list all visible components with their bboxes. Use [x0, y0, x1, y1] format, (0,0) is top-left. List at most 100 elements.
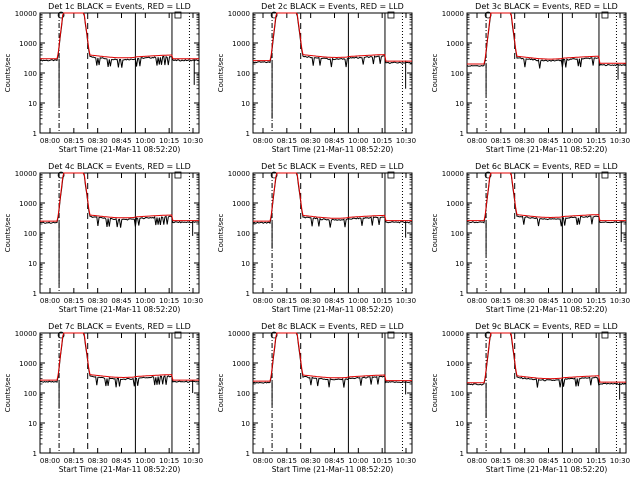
y-tick-label: 10 — [28, 260, 37, 268]
y-tick-label: 1 — [246, 290, 250, 298]
y-tick-label: 1000 — [19, 360, 37, 368]
x-tick-label: 08:00 — [253, 457, 273, 465]
x-tick-label: 08:30 — [515, 457, 535, 465]
x-tick-label: 08:30 — [515, 297, 535, 305]
y-tick-label: 10000 — [442, 10, 464, 18]
x-tick-label: 08:15 — [277, 297, 297, 305]
chart-panel: Det 1c BLACK = Events, RED = LLD Counts/s… — [4, 2, 203, 154]
x-tick-label: 10:15 — [586, 297, 606, 305]
x-tick-label: 10:15 — [159, 457, 179, 465]
marker-square — [601, 171, 609, 179]
x-tick-label: 10:15 — [159, 137, 179, 145]
y-axis-label: Counts/sec — [217, 54, 225, 93]
x-tick-label: 10:15 — [372, 457, 392, 465]
y-axis-label: Counts/sec — [431, 54, 439, 93]
x-tick-label: 10:15 — [372, 297, 392, 305]
chart-panel: Det 5c BLACK = Events, RED = LLD Counts/s… — [217, 162, 416, 314]
x-tick-label: 10:00 — [135, 137, 155, 145]
y-tick-label: 1 — [33, 130, 37, 138]
x-tick-label: 10:00 — [135, 297, 155, 305]
plot-frame — [252, 172, 413, 294]
x-axis-label: Start Time (21-Mar-11 08:52:20) — [486, 305, 608, 314]
y-tick-label: 1000 — [446, 200, 464, 208]
plot-frame — [39, 12, 200, 134]
x-tick-label: 10:15 — [586, 137, 606, 145]
y-tick-label: 10 — [455, 100, 464, 108]
x-tick-label: 08:30 — [301, 297, 321, 305]
x-tick-label: 08:15 — [64, 137, 84, 145]
y-tick-label: 10 — [28, 420, 37, 428]
series-line-events — [39, 12, 200, 68]
x-tick-label: 08:00 — [467, 457, 487, 465]
series-line-lld — [40, 172, 199, 222]
x-axis-label: Start Time (21-Mar-11 08:52:20) — [59, 465, 181, 474]
x-tick-label: 08:00 — [40, 297, 60, 305]
chart-title: Det 9c BLACK = Events, RED = LLD — [475, 322, 618, 331]
y-tick-label: 100 — [451, 70, 464, 78]
x-axis-label: Start Time (21-Mar-11 08:52:20) — [59, 145, 181, 154]
series-line-lld — [253, 172, 412, 222]
plot-frame — [252, 332, 413, 454]
marker-square — [387, 171, 395, 179]
y-tick-label: 10000 — [442, 330, 464, 338]
plot-frame — [252, 12, 413, 134]
y-tick-label: 1000 — [446, 40, 464, 48]
x-tick-label: 08:45 — [111, 457, 131, 465]
y-axis-label: Counts/sec — [217, 374, 225, 413]
x-tick-label: 08:45 — [538, 297, 558, 305]
plot-frame — [39, 172, 200, 294]
y-tick-label: 10000 — [442, 170, 464, 178]
y-tick-label: 10 — [241, 100, 250, 108]
series-line-lld — [253, 332, 412, 382]
chart-title: Det 8c BLACK = Events, RED = LLD — [261, 322, 404, 331]
x-axis-label: Start Time (21-Mar-11 08:52:20) — [486, 145, 608, 154]
x-tick-label: 10:00 — [348, 297, 368, 305]
plot-frame — [466, 172, 627, 294]
x-tick-label: 10:30 — [396, 457, 416, 465]
marker-square — [174, 331, 182, 339]
chart-panel: Det 8c BLACK = Events, RED = LLD Counts/s… — [217, 322, 416, 474]
chart-title: Det 5c BLACK = Events, RED = LLD — [261, 162, 404, 171]
chart-title: Det 1c BLACK = Events, RED = LLD — [48, 2, 191, 11]
x-tick-label: 08:30 — [88, 457, 108, 465]
y-tick-label: 10000 — [15, 330, 37, 338]
chart-panel: Det 2c BLACK = Events, RED = LLD Counts/s… — [217, 2, 416, 154]
y-tick-label: 1 — [246, 450, 250, 458]
y-tick-label: 1000 — [232, 360, 250, 368]
x-tick-label: 08:30 — [301, 457, 321, 465]
y-tick-label: 10000 — [15, 10, 37, 18]
x-tick-label: 08:30 — [301, 137, 321, 145]
marker-circle — [270, 171, 278, 179]
series-line-lld — [467, 332, 626, 384]
plot-frame — [39, 332, 200, 454]
y-axis-label: Counts/sec — [4, 214, 12, 253]
x-axis-label: Start Time (21-Mar-11 08:52:20) — [486, 465, 608, 474]
marker-circle — [57, 11, 65, 19]
y-tick-label: 10000 — [228, 330, 250, 338]
x-tick-label: 08:30 — [88, 297, 108, 305]
x-tick-label: 10:30 — [396, 137, 416, 145]
chart-title: Det 7c BLACK = Events, RED = LLD — [48, 322, 191, 331]
y-axis-label: Counts/sec — [217, 214, 225, 253]
x-tick-label: 08:30 — [515, 137, 535, 145]
marker-square — [387, 331, 395, 339]
x-tick-label: 10:00 — [562, 137, 582, 145]
y-axis-label: Counts/sec — [4, 374, 12, 413]
x-tick-label: 08:00 — [467, 297, 487, 305]
y-tick-label: 10 — [28, 100, 37, 108]
x-tick-label: 08:00 — [40, 137, 60, 145]
x-tick-label: 10:00 — [135, 457, 155, 465]
x-tick-label: 10:30 — [183, 297, 203, 305]
x-tick-label: 10:00 — [348, 137, 368, 145]
series-line-events — [466, 172, 627, 227]
x-tick-label: 08:45 — [111, 297, 131, 305]
x-tick-label: 10:00 — [562, 457, 582, 465]
x-tick-label: 08:45 — [324, 137, 344, 145]
x-tick-label: 10:30 — [183, 137, 203, 145]
x-tick-label: 10:30 — [396, 297, 416, 305]
series-line-events — [252, 12, 413, 68]
series-line-events — [39, 332, 200, 388]
y-tick-label: 10 — [455, 260, 464, 268]
y-tick-label: 100 — [451, 390, 464, 398]
x-axis-label: Start Time (21-Mar-11 08:52:20) — [272, 145, 394, 154]
